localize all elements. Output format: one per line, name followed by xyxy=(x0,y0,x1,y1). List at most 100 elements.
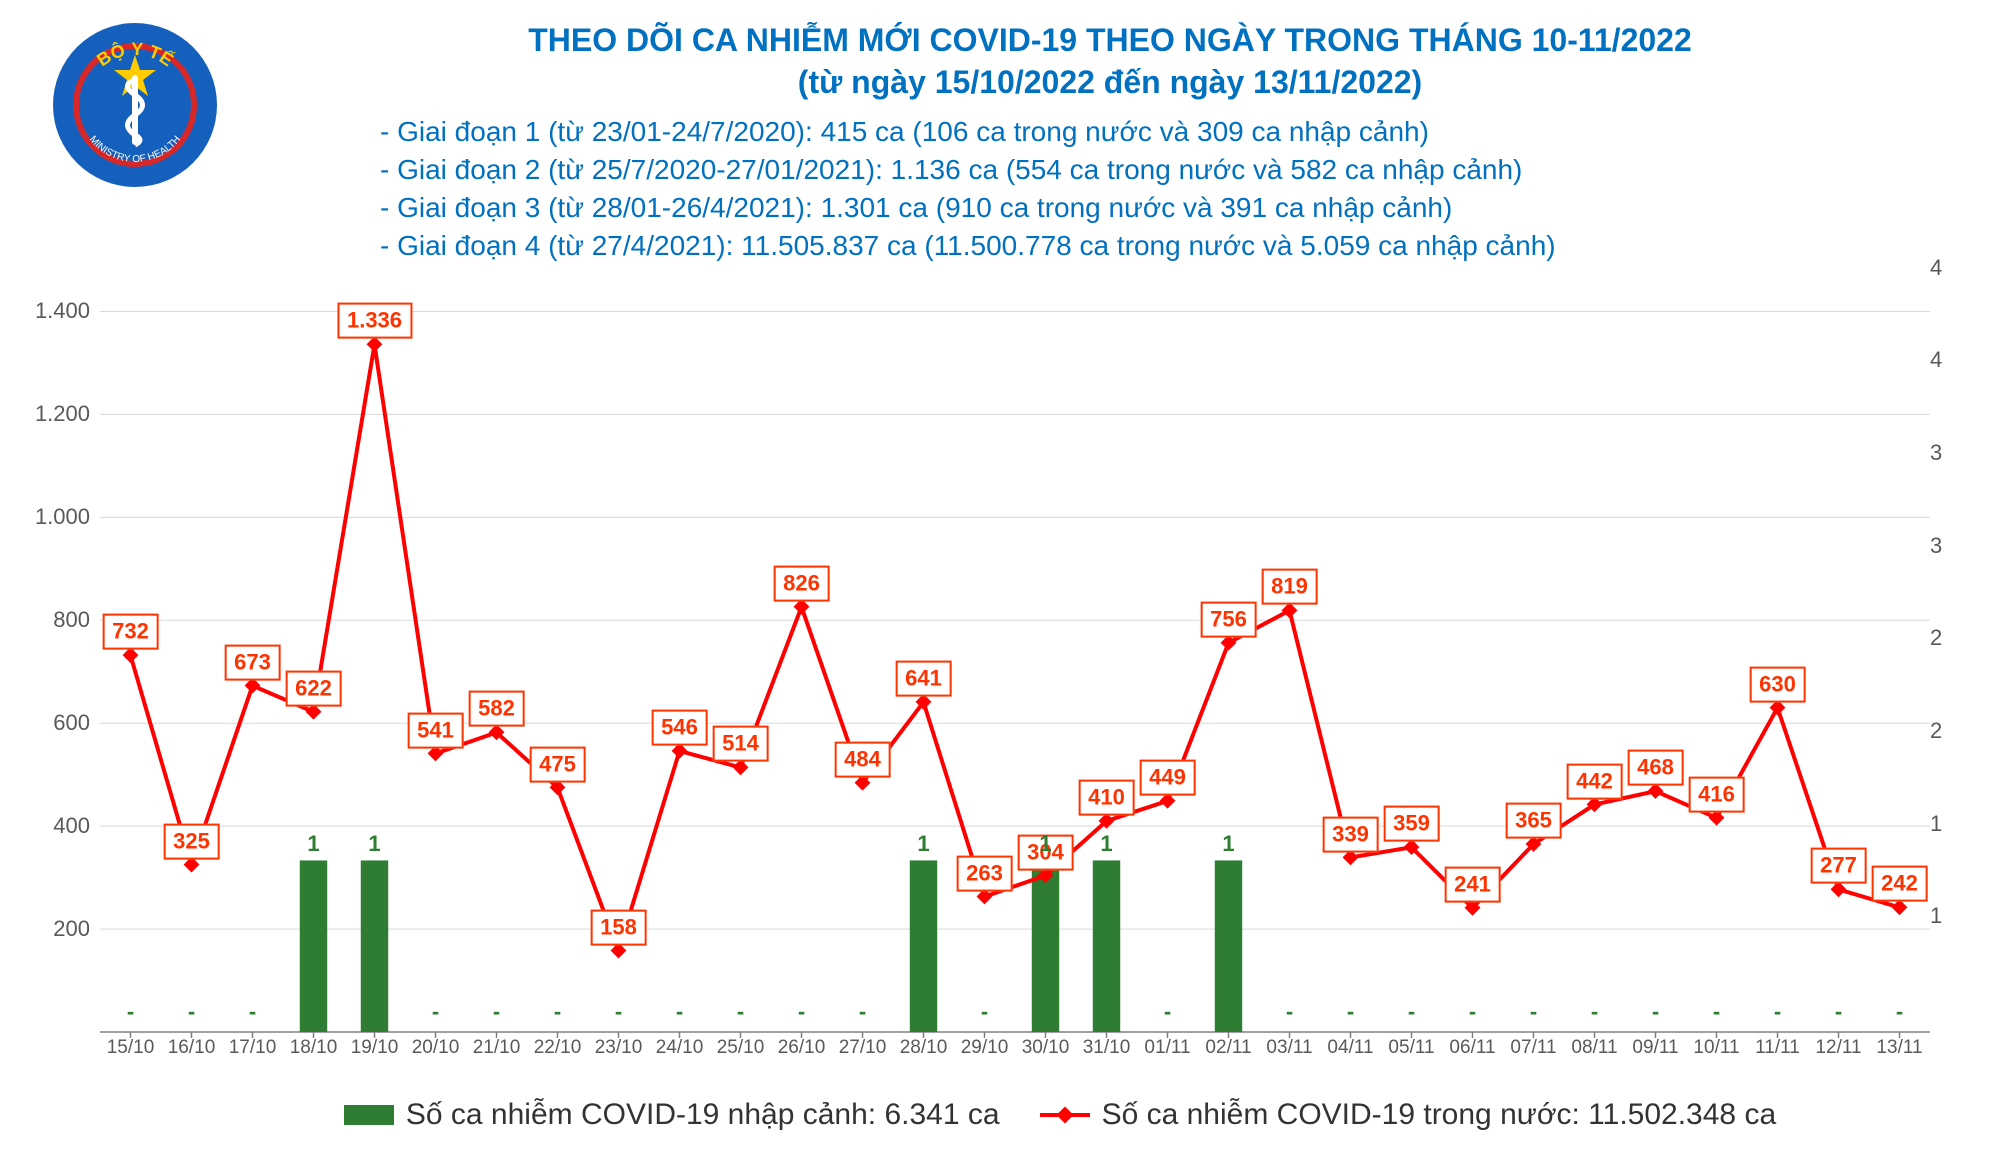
x-tick: 26/10 xyxy=(778,1037,826,1059)
legend-line-swatch xyxy=(1040,1113,1090,1117)
subtitle-3: - Giai đoạn 3 (từ 28/01-26/4/2021): 1.30… xyxy=(380,189,1960,227)
x-tick: 11/11 xyxy=(1755,1037,1800,1059)
y-right-tick: 4 xyxy=(1930,347,1990,373)
line-point-label: 158 xyxy=(590,909,647,945)
legend-bar: Số ca nhiễm COVID-19 nhập cảnh: 6.341 ca xyxy=(344,1098,1000,1132)
y-left-tick: 1.000 xyxy=(30,504,90,530)
x-tick: 13/11 xyxy=(1876,1037,1922,1059)
line-point-label: 263 xyxy=(956,855,1013,891)
y-left-tick: 1.400 xyxy=(30,298,90,324)
bar-label: - xyxy=(424,996,447,1028)
x-tick: 31/10 xyxy=(1083,1037,1131,1059)
bar-label: - xyxy=(973,996,996,1028)
title-block: THEO DÕI CA NHIỄM MỚI COVID-19 THEO NGÀY… xyxy=(260,20,1960,264)
line-point-label: 541 xyxy=(407,712,464,748)
x-tick: 22/10 xyxy=(534,1037,582,1059)
x-tick: 05/11 xyxy=(1388,1037,1434,1059)
chart-title-line2: (từ ngày 15/10/2022 đến ngày 13/11/2022) xyxy=(260,62,1960,104)
x-tick: 04/11 xyxy=(1327,1037,1373,1059)
line-point-label: 630 xyxy=(1749,666,1806,702)
bar-label: - xyxy=(180,996,203,1028)
x-tick: 01/11 xyxy=(1144,1037,1190,1059)
x-tick: 29/10 xyxy=(961,1037,1009,1059)
y-right-tick: 2 xyxy=(1930,625,1990,651)
line-point-label: 1.336 xyxy=(337,303,412,339)
x-tick: 20/10 xyxy=(412,1037,460,1059)
legend-bar-swatch xyxy=(344,1105,394,1125)
x-tick: 25/10 xyxy=(717,1037,765,1059)
bar-label: - xyxy=(1461,996,1484,1028)
bar-label: - xyxy=(1827,996,1850,1028)
line-point-label: 546 xyxy=(651,710,708,746)
bar-label: - xyxy=(1156,996,1179,1028)
y-axis-left: 2004006008001.0001.2001.400 xyxy=(30,260,90,1032)
y-left-tick: 400 xyxy=(30,813,90,839)
subtitle-1: - Giai đoạn 1 (từ 23/01-24/7/2020): 415 … xyxy=(380,113,1960,151)
bar-label: - xyxy=(1583,996,1606,1028)
y-axis-right: 11223344 xyxy=(1930,260,1990,1032)
bar-label: 1 xyxy=(1092,828,1120,860)
bar-label: - xyxy=(1400,996,1423,1028)
line-point-label: 826 xyxy=(773,565,830,601)
line-point-label: 339 xyxy=(1322,816,1379,852)
bar-label: 1 xyxy=(360,828,388,860)
y-left-tick: 600 xyxy=(30,710,90,736)
x-tick: 18/10 xyxy=(290,1037,338,1059)
x-tick: 24/10 xyxy=(656,1037,704,1059)
x-tick: 07/11 xyxy=(1510,1037,1556,1059)
line-point-label: 582 xyxy=(468,691,525,727)
bar-label: - xyxy=(485,996,508,1028)
bar-label: - xyxy=(546,996,569,1028)
subtitle-4: - Giai đoạn 4 (từ 27/4/2021): 11.505.837… xyxy=(380,227,1960,265)
bar-label: 1 xyxy=(1031,828,1059,860)
line-point-label: 365 xyxy=(1505,803,1562,839)
ministry-logo: BỘ Y TẾ MINISTRY OF HEALTH xyxy=(50,20,220,190)
x-tick: 16/10 xyxy=(168,1037,216,1059)
bar-label: - xyxy=(1888,996,1911,1028)
line-point-label: 732 xyxy=(102,614,159,650)
bar-label: - xyxy=(729,996,752,1028)
legend: Số ca nhiễm COVID-19 nhập cảnh: 6.341 ca… xyxy=(160,1098,1960,1132)
bar-label: 1 xyxy=(299,828,327,860)
bar-label: - xyxy=(1705,996,1728,1028)
legend-bar-text: Số ca nhiễm COVID-19 nhập cảnh: 6.341 ca xyxy=(406,1098,1000,1132)
chart-container: BỘ Y TẾ MINISTRY OF HEALTH THEO DÕI CA N… xyxy=(0,0,2000,1152)
x-tick: 02/11 xyxy=(1205,1037,1251,1059)
data-labels: 7323256736221.33654158247515854651482648… xyxy=(100,260,1930,1032)
line-point-label: 475 xyxy=(529,746,586,782)
y-right-tick: 2 xyxy=(1930,718,1990,744)
bar-label: - xyxy=(1766,996,1789,1028)
bar-label: - xyxy=(1522,996,1545,1028)
bar-label: - xyxy=(1339,996,1362,1028)
bar-label: - xyxy=(668,996,691,1028)
line-point-label: 468 xyxy=(1627,750,1684,786)
bar-label: - xyxy=(119,996,142,1028)
x-tick: 03/11 xyxy=(1266,1037,1312,1059)
line-point-label: 622 xyxy=(285,670,342,706)
x-axis-labels: 15/1016/1017/1018/1019/1020/1021/1022/10… xyxy=(100,1037,1930,1067)
legend-line: Số ca nhiễm COVID-19 trong nước: 11.502.… xyxy=(1040,1098,1777,1132)
y-right-tick: 3 xyxy=(1930,440,1990,466)
bar-label: - xyxy=(607,996,630,1028)
y-left-tick: 1.200 xyxy=(30,401,90,427)
line-point-label: 819 xyxy=(1261,569,1318,605)
line-point-label: 442 xyxy=(1566,763,1623,799)
line-point-label: 359 xyxy=(1383,806,1440,842)
x-tick: 09/11 xyxy=(1632,1037,1678,1059)
y-right-tick: 1 xyxy=(1930,811,1990,837)
subtitle-2: - Giai đoạn 2 (từ 25/7/2020-27/01/2021):… xyxy=(380,151,1960,189)
x-tick: 23/10 xyxy=(595,1037,643,1059)
line-point-label: 484 xyxy=(834,741,891,777)
line-point-label: 416 xyxy=(1688,776,1745,812)
bar-label: - xyxy=(851,996,874,1028)
line-point-label: 449 xyxy=(1139,760,1196,796)
x-tick: 30/10 xyxy=(1022,1037,1070,1059)
line-point-label: 756 xyxy=(1200,602,1257,638)
line-point-label: 514 xyxy=(712,726,769,762)
x-tick: 08/11 xyxy=(1571,1037,1617,1059)
y-right-tick: 4 xyxy=(1930,255,1990,281)
x-tick: 19/10 xyxy=(351,1037,399,1059)
line-point-label: 242 xyxy=(1871,866,1928,902)
x-tick: 27/10 xyxy=(839,1037,887,1059)
legend-line-text: Số ca nhiễm COVID-19 trong nước: 11.502.… xyxy=(1102,1098,1777,1132)
